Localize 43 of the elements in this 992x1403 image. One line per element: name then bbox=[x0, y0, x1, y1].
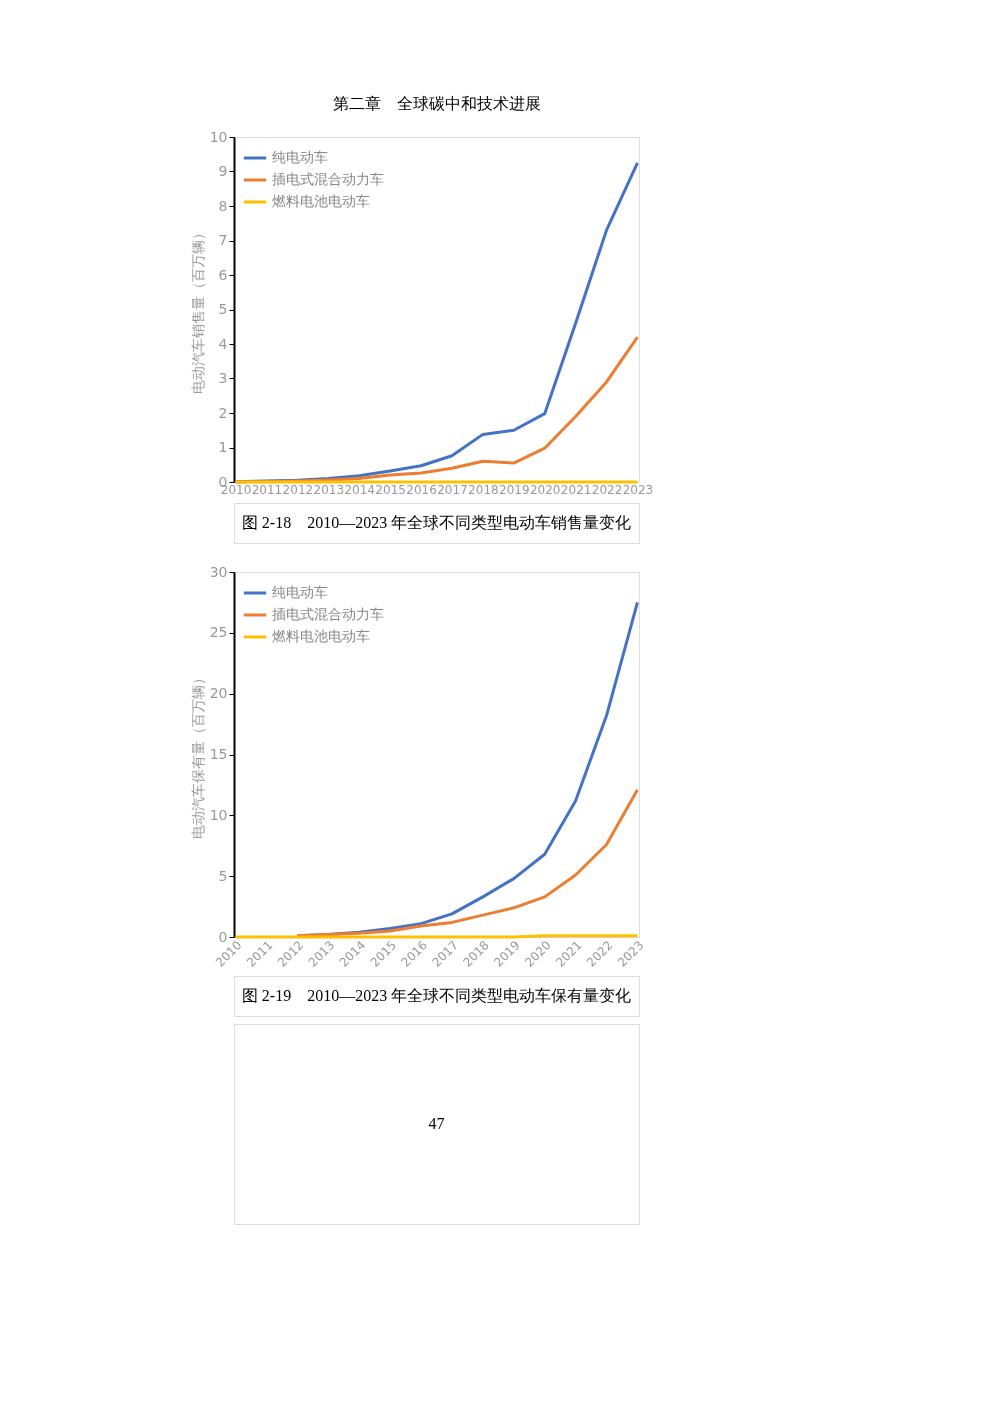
x-tick-label: 2019 bbox=[499, 482, 530, 497]
x-tick-label: 2021 bbox=[560, 482, 592, 497]
text: 47 bbox=[428, 1115, 445, 1132]
x-tick-label: 2014 bbox=[344, 482, 375, 497]
legend-label: 纯电动车 bbox=[272, 584, 328, 600]
y-tick-label: 15 bbox=[209, 746, 228, 762]
x-tick-label: 2020 bbox=[529, 482, 561, 497]
legend-label: 纯电动车 bbox=[272, 149, 328, 165]
y-axis-title: 电动汽车保有量（百万辆） bbox=[189, 671, 206, 839]
x-tick-label: 2013 bbox=[313, 482, 345, 497]
y-tick-label: 1 bbox=[218, 439, 228, 455]
y-tick-label: 8 bbox=[218, 197, 228, 214]
y-tick-label: 0 bbox=[218, 928, 228, 945]
line-series bbox=[295, 788, 639, 938]
y-tick-label: 25 bbox=[209, 624, 228, 641]
x-tick-label: 2023 bbox=[622, 482, 654, 497]
y-axis-title: 电动汽车销售量（百万辆） bbox=[189, 226, 206, 394]
chart-title: 第二章 全球碳中和技术进展 bbox=[332, 95, 541, 112]
x-tick-label: 2016 bbox=[406, 482, 437, 497]
legend-label: 燃料电池电动车 bbox=[272, 628, 370, 644]
x-tick-label: 2022 bbox=[591, 482, 623, 497]
legend-label: 插电式混合动力车 bbox=[272, 171, 384, 187]
caption: 图 2-19 2010—2023 年全球不同类型电动车保有量变化 bbox=[241, 987, 632, 1004]
y-tick-label: 30 bbox=[209, 563, 228, 580]
y-tick-label: 3 bbox=[218, 370, 228, 386]
legend-label: 插电式混合动力车 bbox=[272, 606, 384, 622]
y-tick-label: 9 bbox=[218, 163, 228, 179]
y-tick-label: 6 bbox=[218, 266, 228, 283]
y-tick-label: 4 bbox=[218, 335, 228, 352]
x-tick-label: 2015 bbox=[375, 482, 406, 497]
y-tick-label: 10 bbox=[209, 128, 228, 145]
x-tick-label: 2018 bbox=[468, 482, 499, 497]
y-tick-label: 10 bbox=[209, 806, 228, 823]
y-tick-label: 2 bbox=[218, 404, 228, 421]
y-tick-label: 7 bbox=[218, 232, 228, 248]
legend-label: 燃料电池电动车 bbox=[272, 193, 370, 209]
y-tick-label: 5 bbox=[218, 867, 228, 884]
x-tick-label: 2011 bbox=[251, 482, 283, 497]
y-tick-label: 20 bbox=[209, 685, 228, 702]
y-tick-label: 5 bbox=[218, 301, 228, 317]
caption: 图 2-18 2010—2023 年全球不同类型电动车销售量变化 bbox=[241, 514, 632, 531]
x-tick-label: 2017 bbox=[437, 482, 468, 497]
x-tick-label: 2012 bbox=[282, 482, 314, 497]
